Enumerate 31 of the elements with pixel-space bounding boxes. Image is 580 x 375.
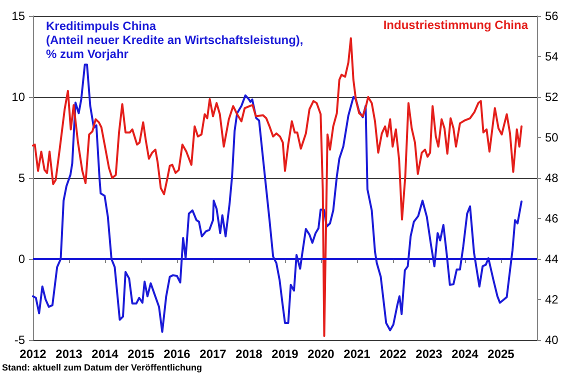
y2-axis-title: Industriestimmung China [383,18,528,32]
y-tick-label: 10 [12,90,26,104]
x-tick-label: 2016 [164,347,191,361]
y2-tick-label: 44 [545,252,559,266]
x-tick-label: 2022 [380,347,407,361]
y2-tick-label: 42 [545,292,559,306]
y2-tick-label: 46 [545,212,559,226]
x-tick-label: 2024 [452,347,479,361]
y-tick-label: 0 [18,252,26,266]
x-tick-label: 2021 [344,347,371,361]
x-tick-label: 2013 [56,347,83,361]
y2-tick-label: 56 [545,9,559,23]
y2-tick-label: 54 [545,50,559,64]
text: Stand: aktuell zum Datum der Veröffentlichung [2,362,202,372]
y2-tick-label: 48 [545,171,559,185]
y-axis-title: Kreditimpuls China (Anteil neuer Kredite an Wirtschaftsleistung), % zum Vorjahr [46,19,304,61]
x-tick-label: 2015 [128,347,155,361]
x-tick-label: 2020 [308,347,335,361]
y-tick-label: 5 [18,171,26,185]
x-tick-label: 2012 [20,347,47,361]
x-tick-label: 2017 [200,347,227,361]
x-tick-label: 2025 [488,347,515,361]
y2-tick-label: 40 [545,333,559,347]
x-tick-label: 2018 [236,347,263,361]
y2-tick-label: 52 [545,90,559,104]
x-tick-label: 2019 [272,347,299,361]
y-tick-label: -5 [14,333,26,347]
y2-tick-label: 50 [545,130,559,144]
x-tick-label: 2014 [92,347,119,361]
y-tick-label: 15 [12,9,26,23]
x-tick-label: 2023 [416,347,443,361]
